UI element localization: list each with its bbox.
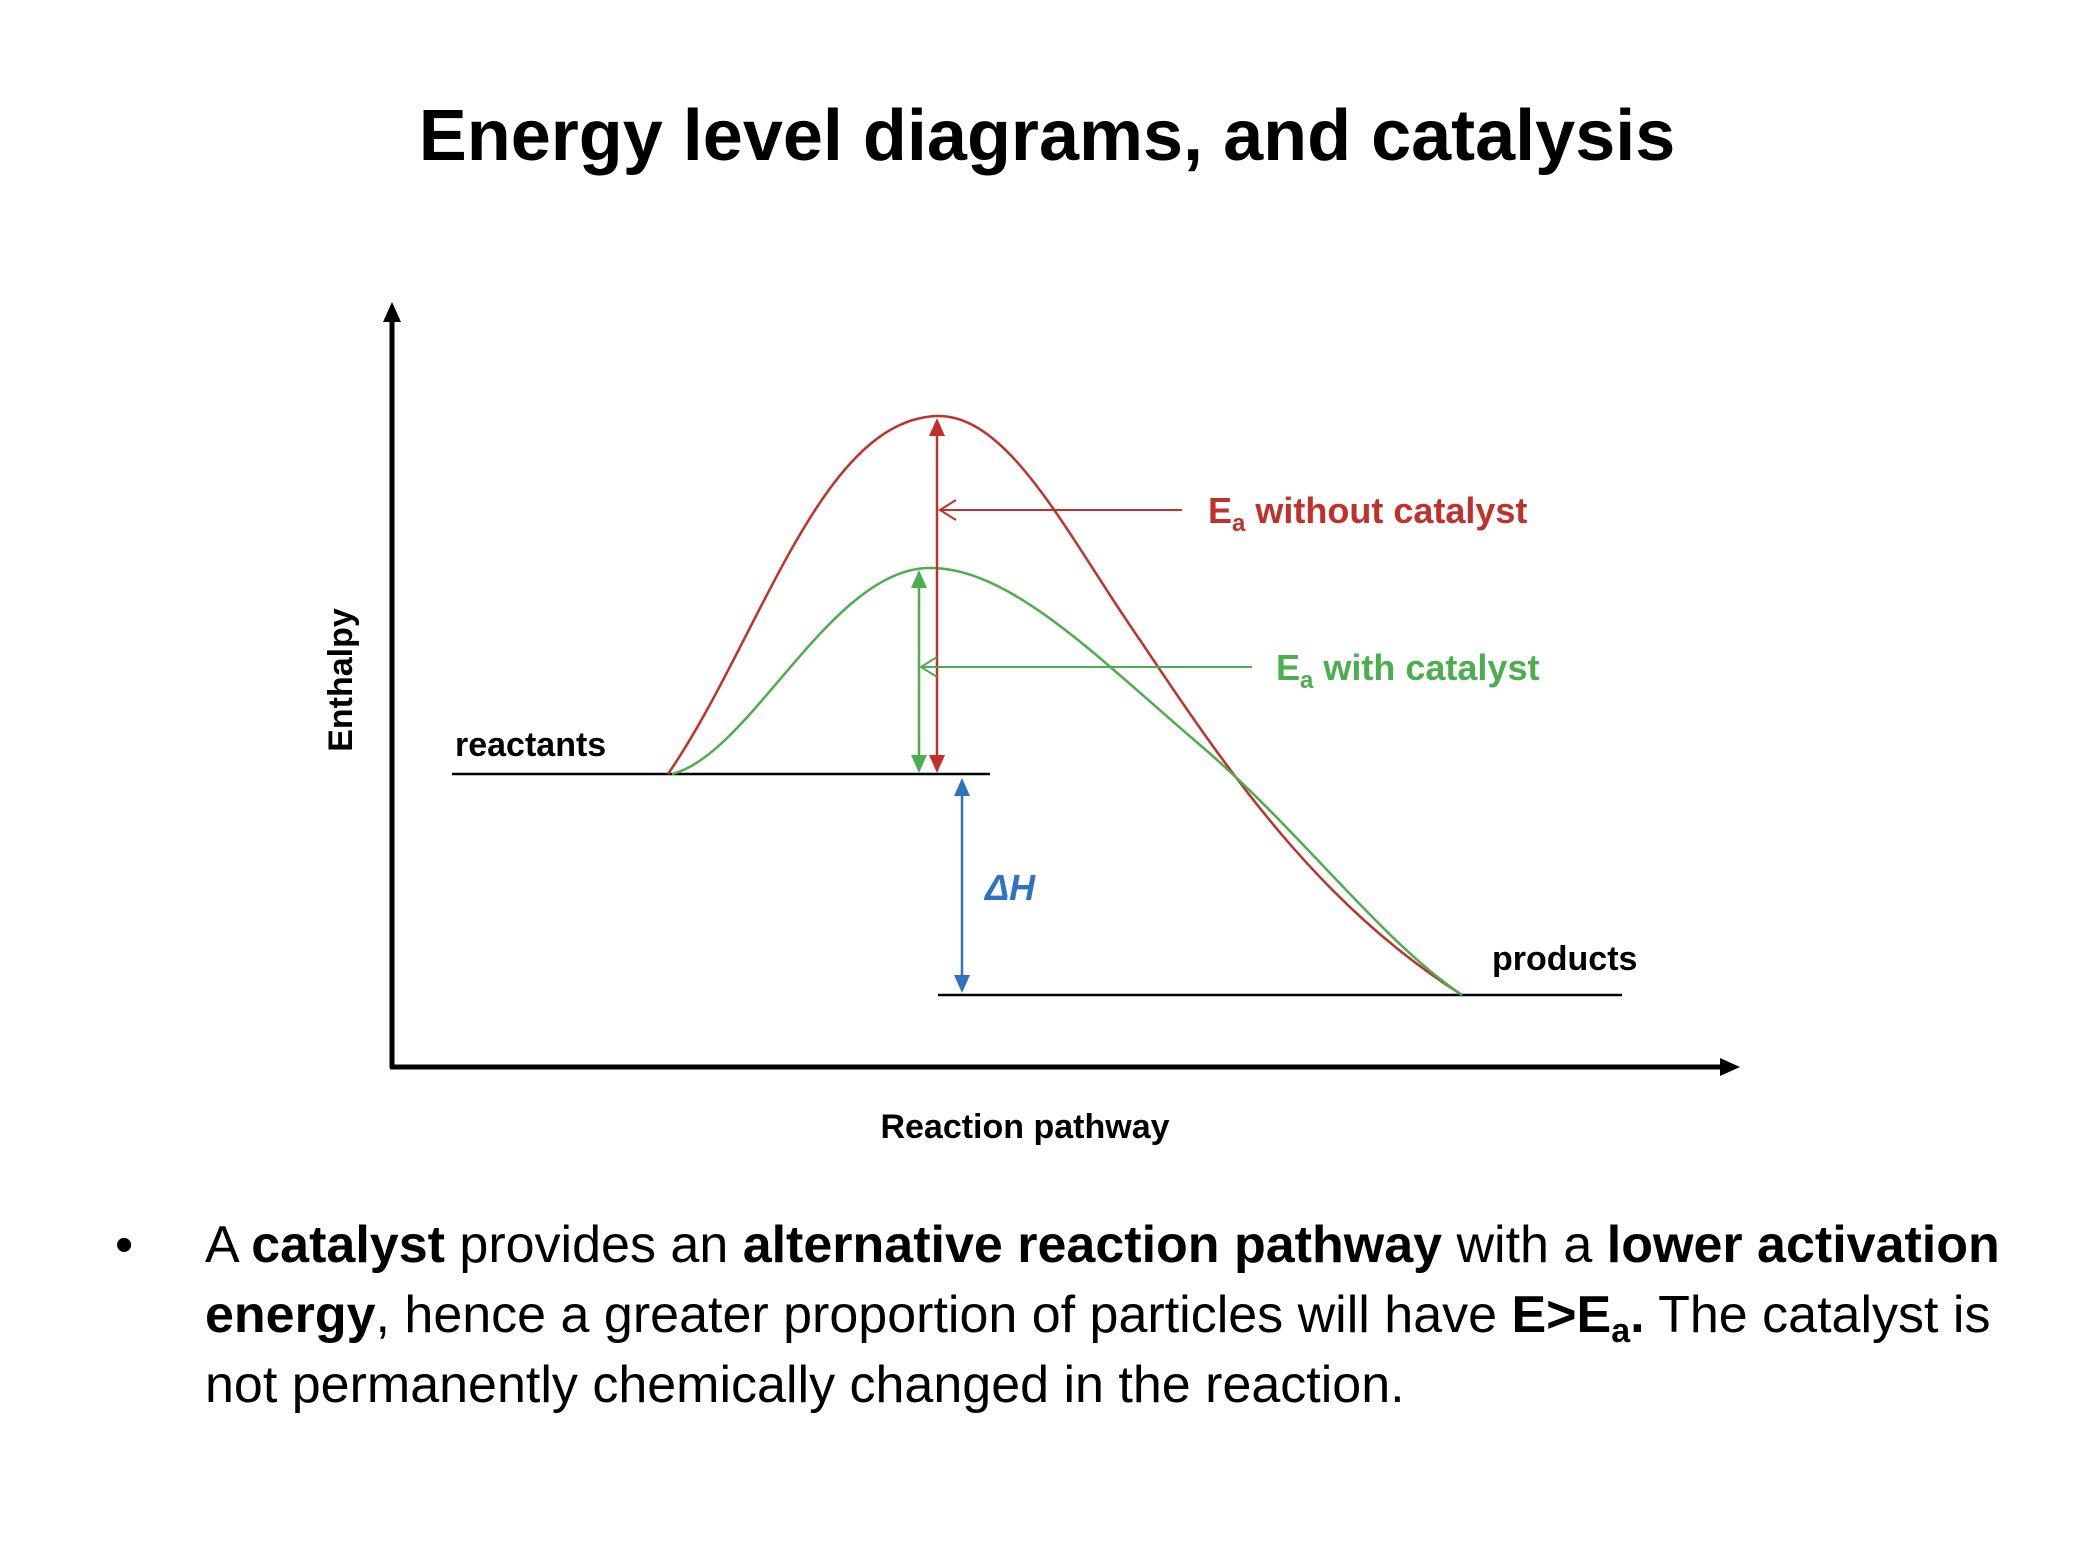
bullet-text: A catalyst provides an alternative react… xyxy=(205,1210,2025,1420)
bullet-run: alternative reaction pathway xyxy=(742,1216,1443,1274)
catalysed-curve xyxy=(671,566,1463,997)
y-axis-label: Enthalpy xyxy=(322,608,360,752)
ea-without-pointer-head xyxy=(938,499,957,521)
bullet-run: A xyxy=(205,1216,252,1274)
bullet-run: lower activation energy xyxy=(205,1216,2000,1344)
bullet-run: a xyxy=(1611,1312,1631,1350)
ea-with-label: Ea with catalyst xyxy=(1276,647,1539,694)
ea-without-label: Ea without catalyst xyxy=(1208,490,1527,537)
ea-without-arrowhead-bottom xyxy=(929,755,945,773)
x-axis-arrowhead xyxy=(1720,1058,1740,1076)
ea-with-arrowhead-bottom xyxy=(911,755,927,773)
reactants-label: reactants xyxy=(455,726,606,764)
uncatalysed-curve xyxy=(666,414,1463,997)
delta-h-label: ΔH xyxy=(983,867,1036,908)
bullet-run: with a xyxy=(1442,1216,1607,1274)
products-label: products xyxy=(1492,940,1637,978)
bullet-run: E>E xyxy=(1511,1286,1612,1344)
bullet-run: , hence a greater proportion of particle… xyxy=(375,1286,1512,1344)
delta-h-arrowhead-top xyxy=(954,778,970,796)
ea-without-arrowhead-top xyxy=(929,418,945,436)
ea-with-pointer-head xyxy=(919,656,938,678)
slide-title: Energy level diagrams, and catalysis xyxy=(418,96,1676,176)
bullet-run: provides an xyxy=(444,1216,743,1274)
y-axis-arrowhead xyxy=(383,302,401,322)
delta-h-arrowhead-bottom xyxy=(954,975,970,993)
bullet-marker: • xyxy=(115,1216,134,1274)
bullet-run: . xyxy=(1630,1286,1645,1344)
x-axis-label: Reaction pathway xyxy=(880,1108,1169,1146)
bullet-run: The catalyst is not permanently chemical… xyxy=(205,1286,1991,1414)
ea-with-arrowhead-top xyxy=(911,570,927,588)
bullet-run: catalyst xyxy=(251,1216,445,1274)
